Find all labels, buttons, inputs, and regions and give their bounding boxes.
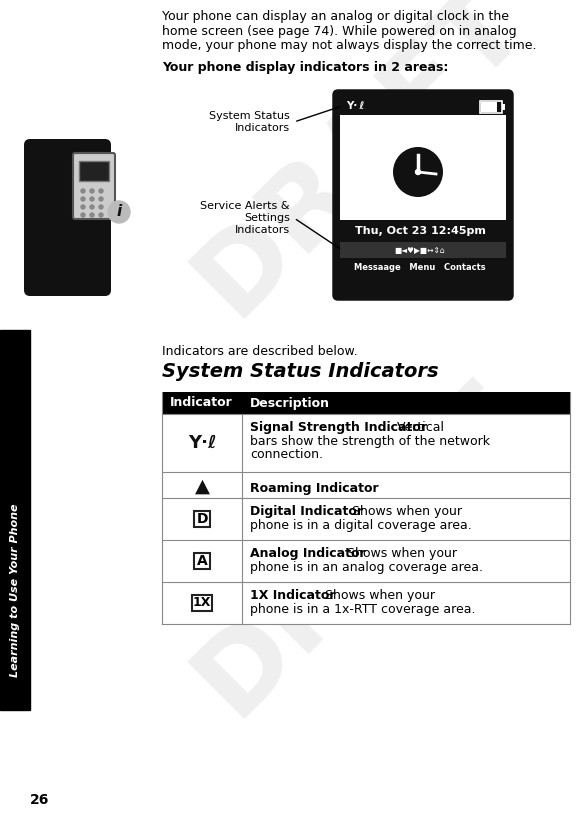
Text: connection.: connection. — [250, 448, 323, 461]
Text: Your phone can display an analog or digital clock in the: Your phone can display an analog or digi… — [162, 10, 509, 23]
Bar — [194, 511, 210, 527]
Circle shape — [81, 197, 85, 201]
Text: Thu, Oct 23 12:45pm: Thu, Oct 23 12:45pm — [354, 226, 486, 236]
Text: bars show the strength of the network: bars show the strength of the network — [250, 434, 490, 447]
Bar — [162, 582, 570, 624]
Circle shape — [81, 189, 85, 193]
Circle shape — [90, 189, 94, 193]
Circle shape — [396, 150, 440, 194]
Circle shape — [99, 197, 103, 201]
Text: System Status Indicators: System Status Indicators — [162, 362, 439, 381]
Text: Digital Indicator: Digital Indicator — [250, 505, 363, 518]
Text: Indicators are described below.: Indicators are described below. — [162, 345, 358, 358]
Bar — [0, 330, 30, 710]
Text: Roaming Indicator: Roaming Indicator — [250, 482, 379, 495]
Circle shape — [81, 213, 85, 217]
Bar — [340, 242, 506, 258]
Bar — [340, 220, 506, 242]
Bar — [162, 540, 570, 582]
Text: Y· ℓ: Y· ℓ — [346, 101, 364, 111]
Text: Vertical: Vertical — [389, 421, 444, 434]
Text: A: A — [196, 554, 207, 568]
Text: Messaage   Menu   Contacts: Messaage Menu Contacts — [354, 263, 486, 272]
Bar — [192, 595, 212, 611]
Bar — [502, 104, 505, 110]
Bar — [340, 97, 506, 115]
Circle shape — [99, 205, 103, 209]
Circle shape — [90, 213, 94, 217]
Circle shape — [81, 205, 85, 209]
Text: phone is in a digital coverage area.: phone is in a digital coverage area. — [250, 519, 472, 532]
Bar — [194, 553, 210, 569]
FancyBboxPatch shape — [73, 153, 115, 219]
Text: 1X: 1X — [193, 596, 211, 609]
Text: System Status
Indicators: System Status Indicators — [209, 111, 290, 133]
Circle shape — [90, 205, 94, 209]
Bar — [79, 161, 109, 181]
Text: Shows when your: Shows when your — [317, 589, 435, 602]
Text: i: i — [116, 204, 121, 219]
Text: 1X Indicator: 1X Indicator — [250, 589, 335, 602]
Text: Signal Strength Indicator: Signal Strength Indicator — [250, 421, 427, 434]
Circle shape — [415, 169, 421, 174]
Circle shape — [90, 197, 94, 201]
Text: Your phone display indicators in 2 areas:: Your phone display indicators in 2 areas… — [162, 61, 449, 74]
Circle shape — [108, 201, 130, 223]
Text: Learning to Use Your Phone: Learning to Use Your Phone — [10, 503, 20, 676]
Bar — [162, 472, 570, 498]
Text: Indicator: Indicator — [170, 397, 233, 410]
Text: phone is in an analog coverage area.: phone is in an analog coverage area. — [250, 560, 483, 573]
Circle shape — [99, 189, 103, 193]
Bar — [162, 498, 570, 540]
Circle shape — [393, 147, 443, 197]
Bar — [162, 392, 570, 414]
Bar — [481, 102, 497, 112]
FancyBboxPatch shape — [334, 91, 512, 299]
Text: ▲: ▲ — [195, 477, 210, 496]
Text: Shows when your: Shows when your — [339, 547, 457, 560]
Text: Service Alerts &
Settings
Indicators: Service Alerts & Settings Indicators — [200, 201, 290, 235]
Bar — [340, 115, 506, 220]
Text: ■◄♥▶■↔⇕⌂: ■◄♥▶■↔⇕⌂ — [394, 245, 446, 254]
FancyBboxPatch shape — [24, 139, 111, 296]
Text: Analog Indicator: Analog Indicator — [250, 547, 365, 560]
Text: phone is in a 1x-RTT coverage area.: phone is in a 1x-RTT coverage area. — [250, 603, 475, 615]
Text: DRAFT: DRAFT — [175, 0, 545, 335]
Text: mode, your phone may not always display the correct time.: mode, your phone may not always display … — [162, 39, 536, 52]
Text: Y·ℓ: Y·ℓ — [188, 434, 216, 452]
Bar — [480, 101, 502, 113]
Bar — [162, 414, 570, 472]
Bar — [340, 258, 506, 276]
Text: 26: 26 — [30, 793, 49, 807]
Text: home screen (see page 74). While powered on in analog: home screen (see page 74). While powered… — [162, 25, 517, 38]
Text: DRAFT: DRAFT — [175, 365, 545, 735]
Text: Description: Description — [250, 397, 330, 410]
Text: D: D — [196, 512, 208, 526]
Circle shape — [99, 213, 103, 217]
Text: Shows when your: Shows when your — [345, 505, 462, 518]
